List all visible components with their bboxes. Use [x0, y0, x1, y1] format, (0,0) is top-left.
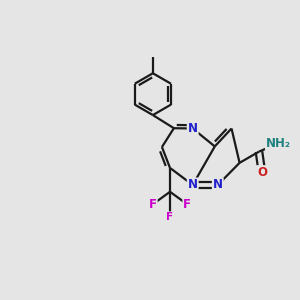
Text: O: O	[257, 166, 267, 179]
Text: N: N	[213, 178, 223, 191]
Text: NH₂: NH₂	[266, 137, 291, 150]
Text: F: F	[149, 198, 157, 211]
Text: F: F	[183, 198, 191, 211]
Text: F: F	[167, 212, 174, 222]
Text: N: N	[188, 122, 198, 135]
Text: N: N	[188, 178, 198, 191]
